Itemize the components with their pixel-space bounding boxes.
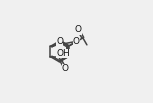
Text: O: O (56, 37, 63, 46)
Text: O: O (73, 37, 80, 46)
Text: O: O (62, 64, 69, 73)
Text: OH: OH (57, 49, 70, 58)
Text: O: O (75, 25, 82, 34)
